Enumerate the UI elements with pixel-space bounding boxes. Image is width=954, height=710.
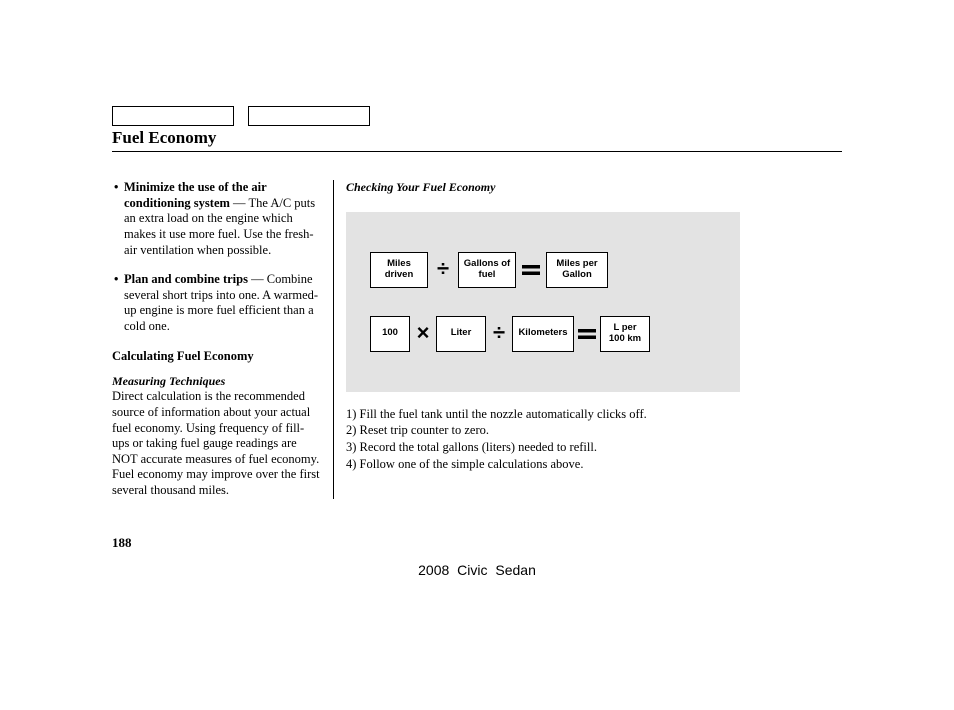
multiply-icon: × [410, 319, 436, 348]
term-100: 100 [370, 316, 410, 352]
term-liter: Liter [436, 316, 486, 352]
page-number: 188 [112, 535, 132, 551]
formula-diagram: Miles driven ÷ Gallons of fuel Miles per… [346, 212, 740, 392]
term-kilometers: Kilometers [512, 316, 574, 352]
steps-list: 1) Fill the fuel tank until the nozzle a… [346, 406, 830, 474]
bullet-marker: • [112, 180, 124, 258]
measuring-block: Measuring Techniques Direct calculation … [112, 374, 321, 498]
term-mpg: Miles per Gallon [546, 252, 608, 288]
step-line: 3) Record the total gallons (liters) nee… [346, 439, 830, 456]
term-lper100: L per 100 km [600, 316, 650, 352]
content-columns: • Minimize the use of the air conditioni… [112, 180, 842, 499]
bullet-dash: — [230, 196, 249, 210]
right-column: Checking Your Fuel Economy Miles driven … [334, 180, 830, 499]
equals-svg [522, 264, 540, 276]
bullet-body: Plan and combine trips — Combine several… [124, 272, 321, 335]
page-content: Fuel Economy • Minimize the use of the a… [112, 106, 842, 499]
step-line: 4) Follow one of the simple calculations… [346, 456, 830, 473]
equals-icon [574, 328, 600, 340]
equals-svg [578, 328, 596, 340]
bullet-bold: Plan and combine trips [124, 272, 248, 286]
bullet-dash: — [248, 272, 267, 286]
checking-title: Checking Your Fuel Economy [346, 180, 830, 196]
measuring-heading: Measuring Techniques [112, 374, 321, 389]
bullet-body: Minimize the use of the air conditioning… [124, 180, 321, 258]
header-placeholder-row [112, 106, 842, 126]
left-column: • Minimize the use of the air conditioni… [112, 180, 334, 499]
term-gallons: Gallons of fuel [458, 252, 516, 288]
calc-heading: Calculating Fuel Economy [112, 349, 321, 365]
step-line: 1) Fill the fuel tank until the nozzle a… [346, 406, 830, 423]
bullet-item: • Minimize the use of the air conditioni… [112, 180, 321, 258]
step-line: 2) Reset trip counter to zero. [346, 422, 830, 439]
equals-icon [516, 264, 546, 276]
bullet-marker: • [112, 272, 124, 335]
page-title: Fuel Economy [112, 128, 842, 152]
formula-row-mpg: Miles driven ÷ Gallons of fuel Miles per… [370, 252, 608, 288]
divide-icon: ÷ [486, 319, 512, 348]
measuring-text: Direct calculation is the recommended so… [112, 389, 321, 498]
footer-text: 2008 Civic Sedan [0, 562, 954, 578]
divide-icon: ÷ [428, 255, 458, 284]
formula-row-lper100: 100 × Liter ÷ Kilometers L per 100 km [370, 316, 650, 352]
term-miles-driven: Miles driven [370, 252, 428, 288]
header-placeholder-box [112, 106, 234, 126]
bullet-item: • Plan and combine trips — Combine sever… [112, 272, 321, 335]
header-placeholder-box [248, 106, 370, 126]
